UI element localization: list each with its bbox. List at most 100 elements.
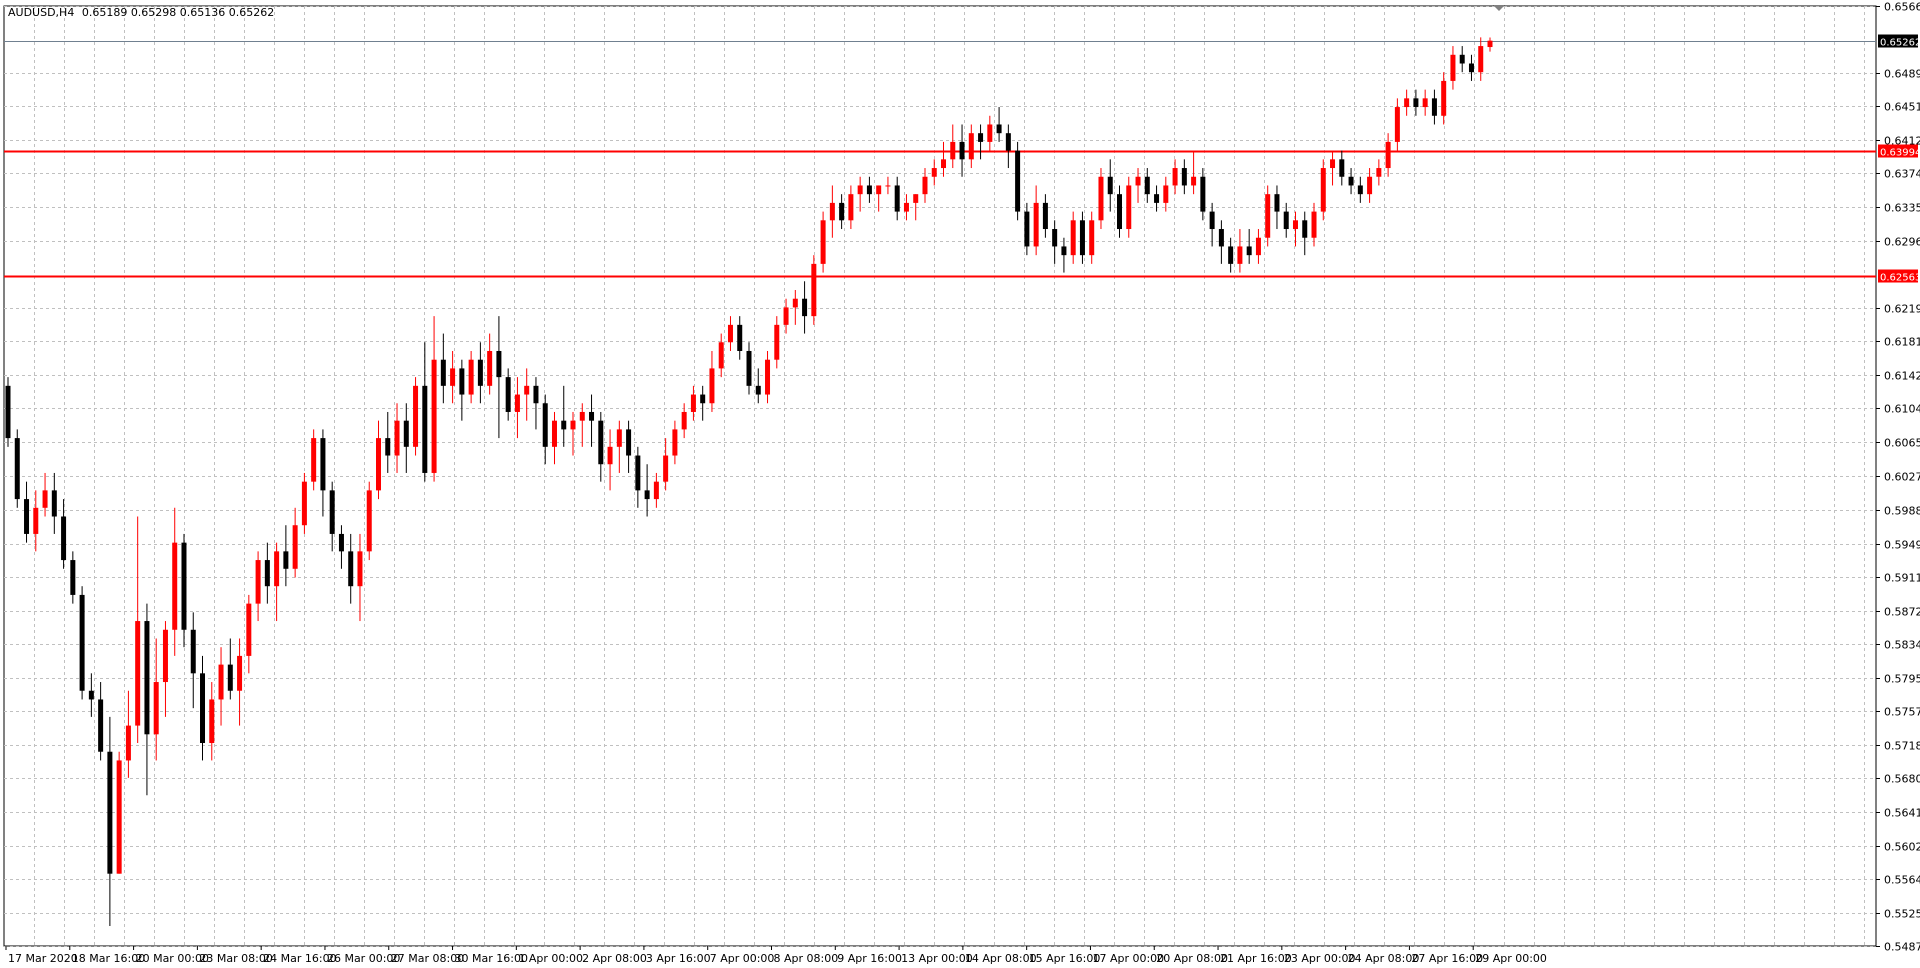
bear-candle [533,377,539,430]
candle-body [1200,176,1206,212]
candle-body [1015,150,1021,212]
candle-body [1061,246,1067,256]
candle-body [792,298,798,308]
candle-body [1144,176,1150,195]
bull-candle [246,594,252,674]
candle-body [1413,98,1419,108]
candle-body [709,368,715,404]
bull-candle [1441,72,1447,125]
bull-candle [33,490,39,552]
candle-body [292,525,298,569]
bull-candle [1265,185,1271,247]
bull-candle [413,377,419,456]
candle-body [663,455,669,482]
bear-candle [200,655,206,761]
bull-candle [487,333,493,395]
candle-body [866,185,872,195]
bear-candle [894,176,900,221]
candle-body [1191,176,1197,186]
candle-body [1320,168,1326,212]
time-tick-label: 29 Apr 00:00 [1475,952,1547,965]
bear-candle [959,124,965,177]
bear-candle [1348,168,1354,195]
bull-candle [579,403,585,447]
bear-candle [802,281,808,334]
scroll-marker-icon[interactable] [1493,5,1505,11]
bear-candle [1283,202,1289,238]
candle-body [533,385,539,404]
bear-candle [144,603,150,796]
bull-candle [524,368,530,421]
bear-candle [14,429,20,508]
candle-body [1459,54,1465,64]
time-tick-label: 20 Mar 00:00 [136,952,209,965]
candle-body [811,263,817,317]
bear-candle [70,551,76,604]
candle-body [468,359,474,395]
bull-candle [1385,133,1391,177]
time-tick-label: 24 Mar 16:00 [263,952,336,965]
bear-candle [181,533,187,648]
candle-body [329,490,335,534]
bull-candle [765,350,771,404]
candle-body [1218,229,1224,247]
candle-body [514,394,520,412]
bear-candle [1015,141,1021,221]
bear-candle [839,194,845,230]
bear-candle [459,359,465,421]
time-tick-label: 17 Apr 00:00 [1092,952,1164,965]
bear-candle [320,429,326,517]
bull-candle [1330,150,1336,186]
bull-candle [857,176,863,212]
bear-candle [98,682,104,761]
candle-body [357,551,363,587]
candle-body [950,141,956,160]
bull-candle [209,682,215,761]
candle-body [681,411,687,430]
bull-candle [551,411,557,465]
bull-candle [903,194,909,221]
bull-candle [376,420,381,500]
time-tick-label: 15 Apr 16:00 [1029,952,1101,965]
candle-body [1339,159,1345,177]
candle-body [1468,63,1474,73]
candle-body [783,307,789,325]
time-tick-label: 24 Apr 08:00 [1348,952,1420,965]
candle-body [1154,194,1160,203]
candle-body [477,359,483,386]
candle-body [70,560,76,595]
bear-candle [1339,150,1345,186]
bull-candle [653,472,659,508]
bear-candle [1357,176,1363,203]
candle-body [1117,194,1122,230]
candle-body [88,690,94,700]
bull-candle [1089,211,1095,264]
candle-body [422,385,428,473]
bull-candle [1070,211,1076,264]
candle-body [14,438,20,500]
symbol-timeframe: AUDUSD,H4 [8,6,74,19]
horizontal-levels[interactable]: 0.63994 0.62563 0.65262 [4,34,1920,284]
bull-candle [431,316,437,482]
bull-candle [774,316,780,369]
candle-body [579,411,585,421]
bear-candle [385,411,391,473]
candle-body [1135,176,1141,186]
bull-candle [1237,229,1243,273]
bear-candle [598,411,604,482]
chart-header: AUDUSD,H4 0.65189 0.65298 0.65136 0.6526… [8,6,274,19]
candle-body [978,133,984,142]
candle-body [690,394,696,412]
candle-body [1283,211,1289,230]
candle-body [1163,185,1169,203]
bull-candle [783,298,789,334]
bear-candle [1079,211,1085,264]
